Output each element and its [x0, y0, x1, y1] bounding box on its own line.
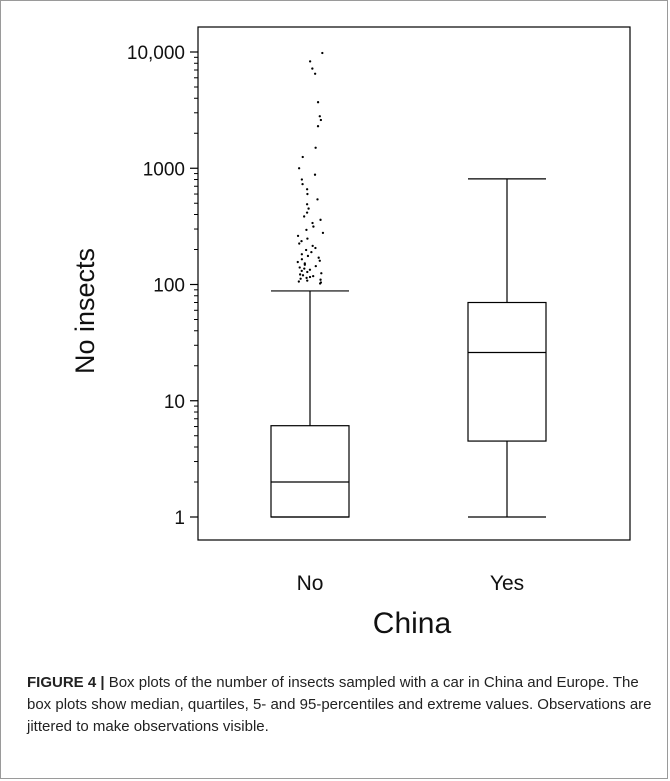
outlier-point [306, 270, 309, 274]
outlier-point [304, 248, 308, 252]
outlier-point [305, 203, 309, 206]
iqr-box [270, 425, 350, 518]
outlier-point [306, 254, 310, 258]
outlier-point [319, 281, 323, 284]
outlier-point [298, 273, 302, 276]
outlier-point [316, 198, 319, 201]
outlier-point [300, 258, 304, 261]
outlier-point [308, 268, 312, 271]
outlier-point [305, 188, 309, 191]
outlier-point [321, 51, 324, 55]
outlier-point [316, 101, 320, 104]
y-tick-label: 10 [164, 392, 185, 413]
outlier-point [319, 278, 322, 281]
y-tick-label: 100 [153, 276, 185, 297]
outlier-point [300, 239, 303, 243]
outlier-point [299, 277, 302, 280]
outlier-point [316, 125, 320, 128]
outlier-point [306, 237, 309, 240]
outlier-point [300, 269, 303, 273]
iqr-box [467, 301, 547, 442]
outlier-point [297, 167, 301, 170]
outlier-point [301, 155, 304, 159]
y-axis-label: No insects [70, 248, 100, 374]
boxes [270, 178, 547, 518]
outlier-point [313, 173, 317, 176]
y-axis: 1 10 100 1000 10,000 [127, 43, 198, 529]
x-tick-label: No [297, 572, 324, 595]
outlier-point [296, 260, 299, 264]
outlier-point [317, 256, 320, 259]
outlier-point [318, 259, 321, 262]
outlier-point [305, 276, 308, 280]
outlier-point [314, 264, 317, 268]
outlier-point [318, 115, 321, 118]
outlier-point [319, 118, 323, 122]
outlier-point [312, 274, 315, 278]
outlier-point [311, 67, 314, 70]
outlier-point [308, 275, 312, 279]
outlier-point [303, 262, 306, 265]
y-tick-label: 1000 [143, 159, 185, 180]
y-tick-label: 10,000 [127, 43, 185, 64]
outlier-point [301, 182, 304, 186]
outlier-point [300, 178, 304, 181]
box-plot-chart: 1 10 100 1000 10,000 No Yes No insects China [70, 26, 631, 640]
outlier-point [297, 280, 300, 283]
outlier-point [310, 250, 313, 254]
x-axis: No Yes [297, 572, 525, 595]
outlier-point [319, 218, 322, 221]
outlier-point [305, 228, 308, 232]
x-axis-label: China [373, 607, 452, 640]
outlier-point [308, 60, 312, 63]
outlier-point [306, 279, 309, 282]
outlier-point [301, 274, 305, 277]
figure-caption: FIGURE 4 | Box plots of the number of in… [27, 672, 657, 738]
x-tick-label: Yes [490, 572, 524, 595]
outlier-point [306, 192, 309, 196]
outlier-point [307, 207, 310, 210]
outlier-point [303, 267, 306, 270]
box-yes [467, 178, 547, 518]
outlier-point [305, 211, 309, 214]
outlier-point [298, 266, 301, 269]
caption-text: Box plots of the number of insects sampl… [27, 674, 652, 735]
box-no [270, 290, 350, 518]
outlier-point [311, 244, 314, 248]
outlier-point [311, 221, 314, 225]
outlier-point [298, 242, 301, 245]
y-tick-label: 1 [174, 508, 185, 529]
outlier-point [300, 253, 303, 256]
outlier-points [296, 51, 325, 285]
caption-label: FIGURE 4 | [27, 674, 105, 691]
outlier-point [313, 72, 317, 75]
outlier-point [314, 246, 317, 250]
outlier-point [302, 215, 306, 218]
outlier-point [314, 146, 317, 149]
outlier-point [312, 225, 315, 228]
plot-area [197, 26, 631, 541]
outlier-point [320, 272, 323, 275]
outlier-point [296, 234, 300, 238]
outlier-point [321, 231, 325, 235]
